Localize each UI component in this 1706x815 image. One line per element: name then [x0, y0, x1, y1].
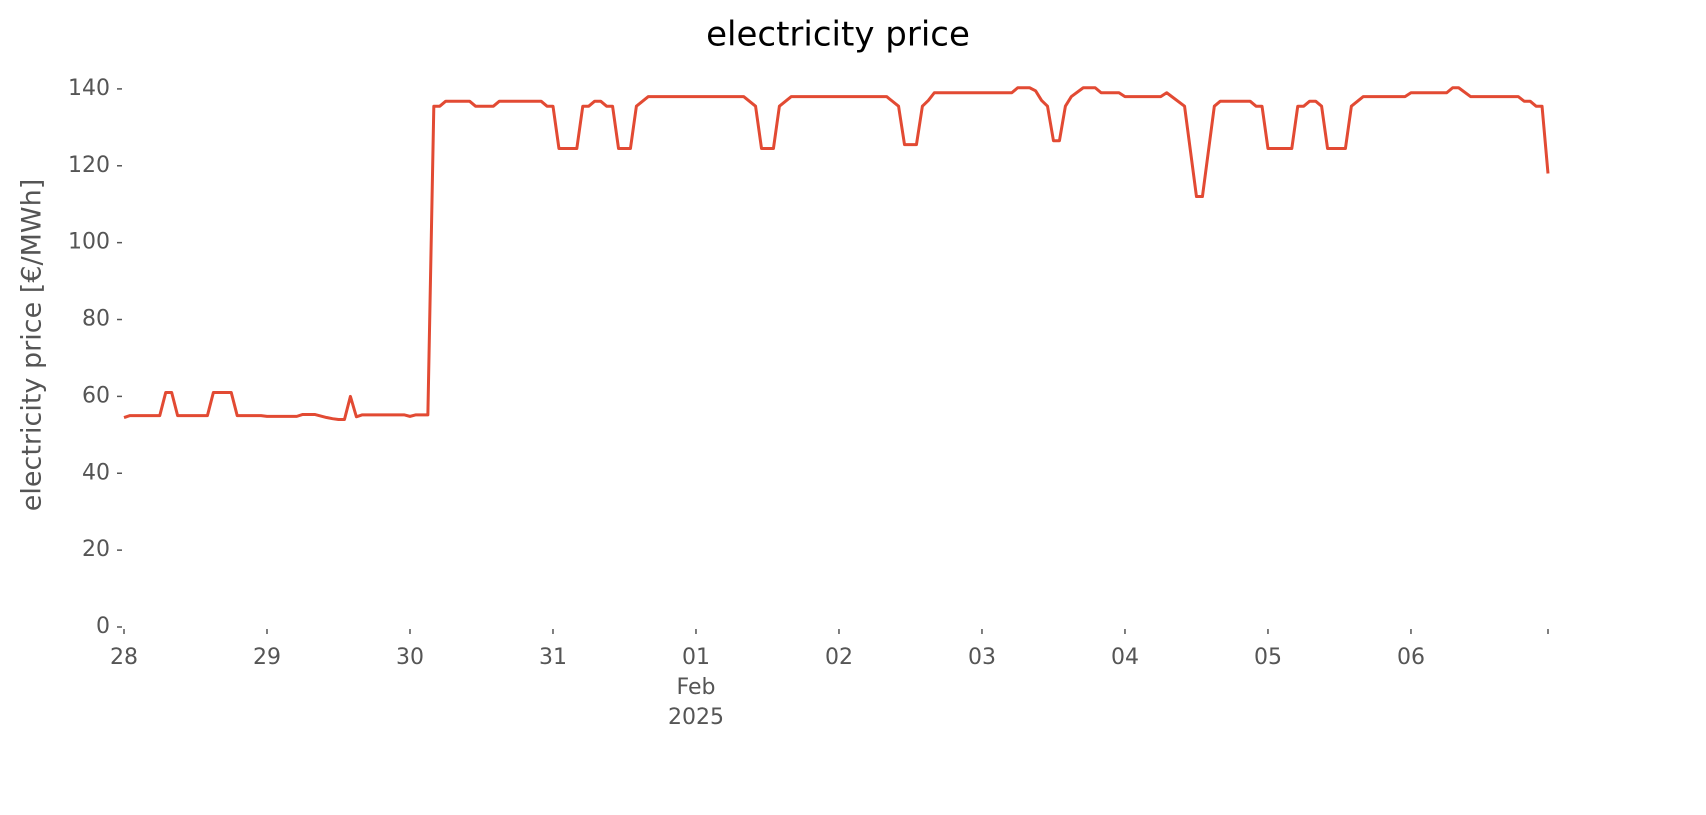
y-tick-label: 100 [68, 230, 110, 255]
chart-title: electricity price [706, 15, 970, 55]
y-tick-label: 0 [96, 614, 110, 639]
y-tick-label: 140 [68, 76, 110, 101]
y-tick-label: 80 [82, 307, 110, 332]
price-line [123, 86, 1550, 421]
x-tick-label: 03 [968, 645, 996, 670]
x-tick-label: 02 [825, 645, 853, 670]
x-tick-label: 31 [539, 645, 567, 670]
x-tick-label: 05 [1254, 645, 1282, 670]
y-axis-label: electricity price [€/MWh] [17, 179, 48, 511]
x-month-label: Feb [677, 675, 716, 700]
x-tick-label: 28 [110, 645, 138, 670]
x-tick-label: 04 [1111, 645, 1139, 670]
x-tick-label: 06 [1397, 645, 1425, 670]
x-tick-label: 01 [682, 645, 710, 670]
y-tick-label: 120 [68, 153, 110, 178]
y-tick-label: 60 [82, 383, 110, 408]
y-tick-label: 20 [82, 537, 110, 562]
y-tick-label: 40 [82, 460, 110, 485]
x-year-label: 2025 [668, 705, 724, 730]
x-tick-label: 30 [396, 645, 424, 670]
x-tick-label: 29 [253, 645, 281, 670]
